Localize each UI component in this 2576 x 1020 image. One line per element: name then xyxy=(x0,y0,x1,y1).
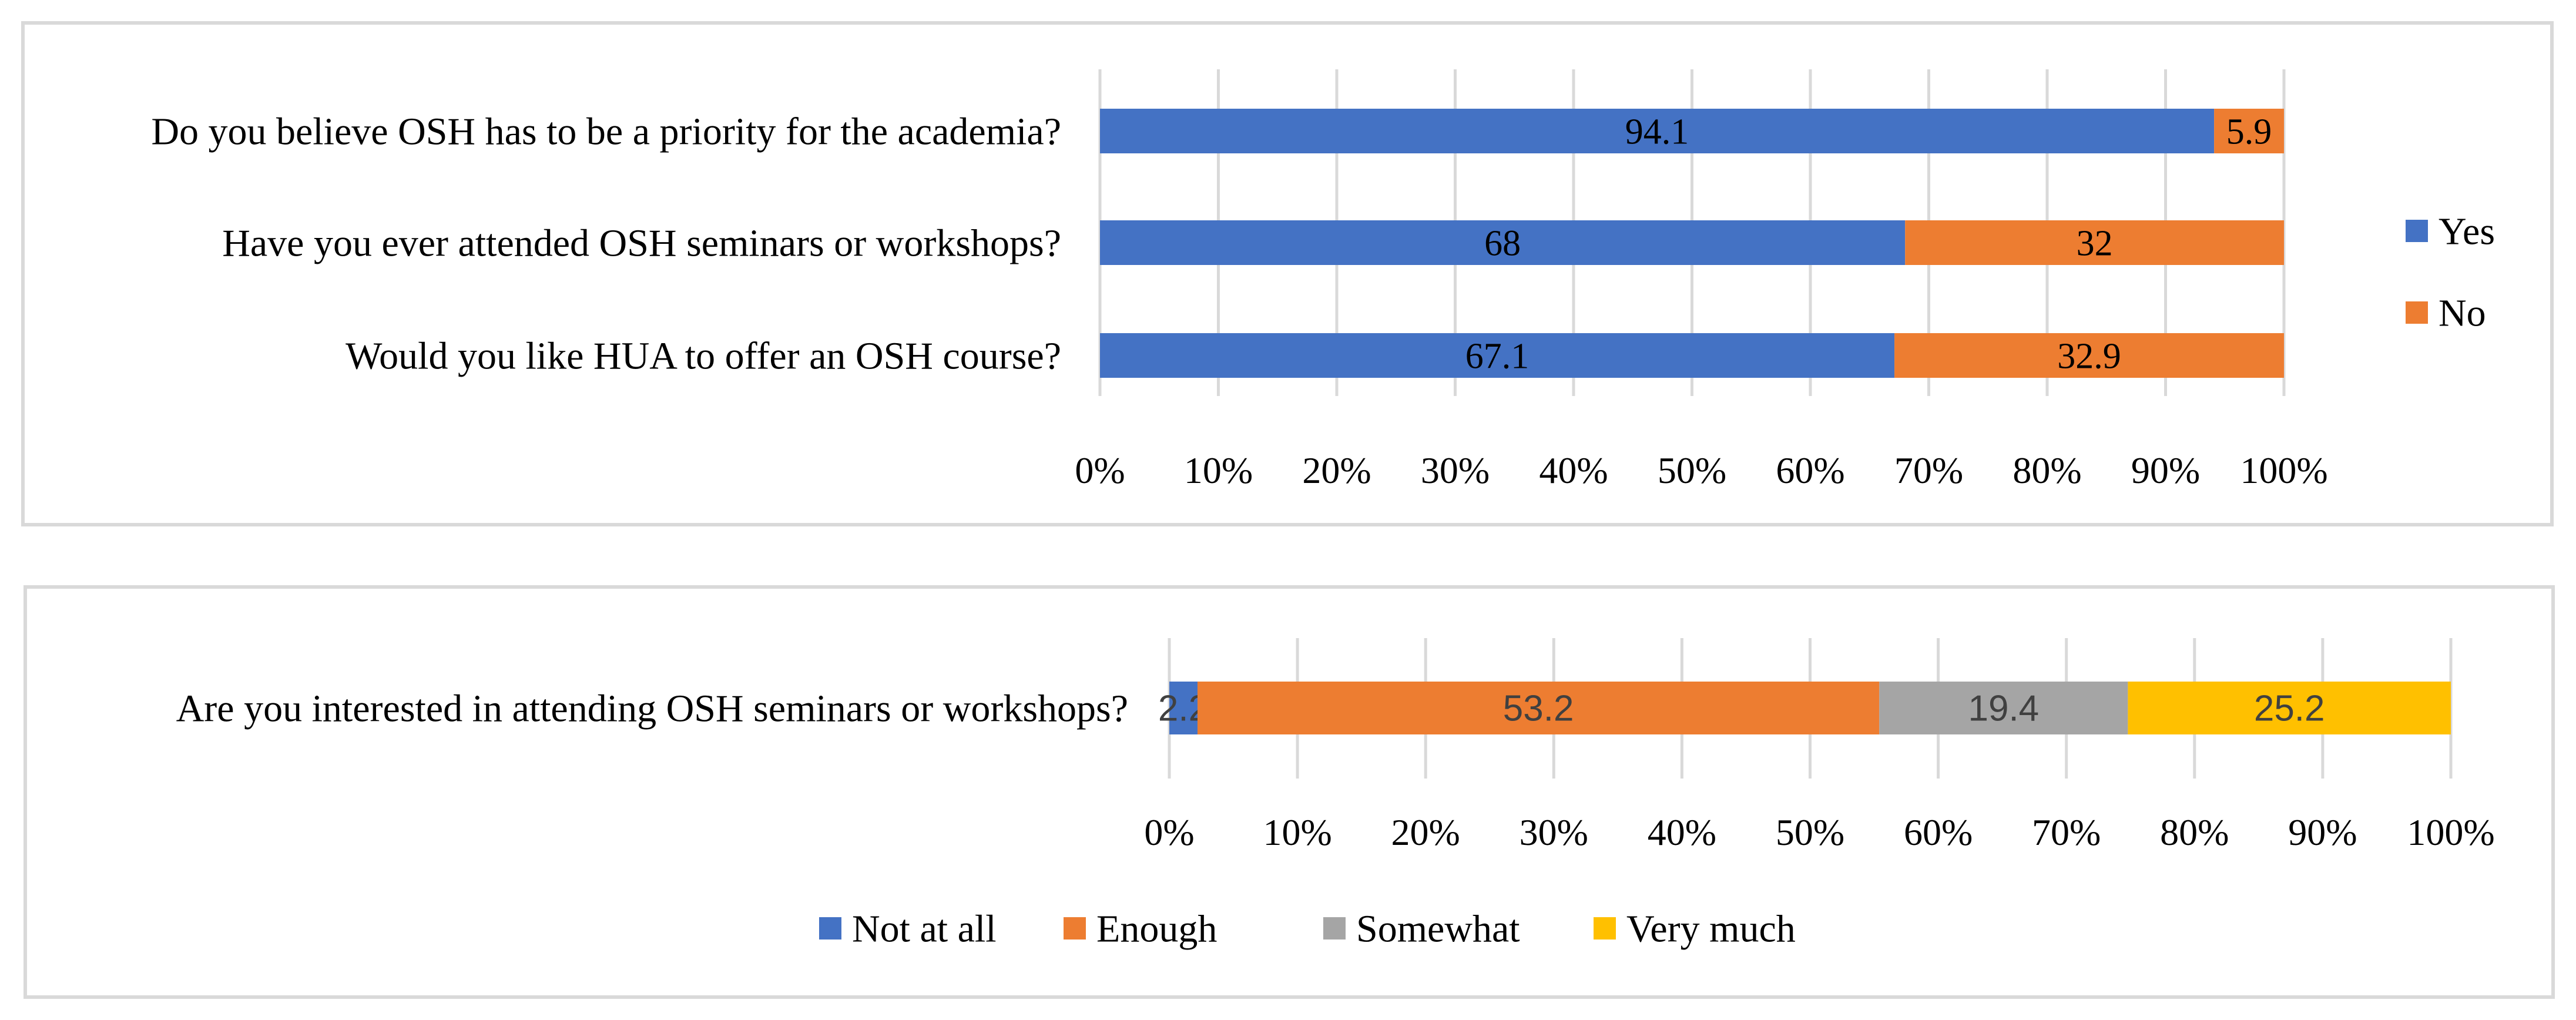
chart2-data-label: 53.2 xyxy=(1503,689,1574,729)
chart2-legend-label: Somewhat xyxy=(1356,907,1520,950)
chart1-data-label: 32.9 xyxy=(2057,337,2121,377)
chart1-x-tick-label: 90% xyxy=(2131,449,2200,491)
chart1-legend-label: Yes xyxy=(2439,210,2495,253)
chart1-x-tick-label: 30% xyxy=(1421,449,1490,491)
chart1-x-tick-label: 40% xyxy=(1539,449,1608,491)
chart1-data-label: 5.9 xyxy=(2226,112,2272,152)
chart2-x-tick-label: 10% xyxy=(1263,811,1331,853)
chart2-legend-swatch xyxy=(1323,917,1346,940)
chart2-x-tick-label: 80% xyxy=(2160,811,2229,853)
chart1-x-tick-label: 100% xyxy=(2240,449,2327,491)
chart1-category-label: Would you like HUA to offer an OSH cours… xyxy=(346,334,1061,377)
chart1-x-tick-label: 70% xyxy=(1894,449,1963,491)
chart2-x-tick-label: 40% xyxy=(1648,811,1716,853)
chart1-data-label: 67.1 xyxy=(1465,337,1530,377)
chart2-legend-swatch xyxy=(819,917,841,940)
chart1-legend-swatch xyxy=(2406,301,2428,324)
chart1-x-tick-label: 10% xyxy=(1184,449,1253,491)
chart2-x-tick-label: 100% xyxy=(2407,811,2494,853)
chart-canvas: 0% 10% 20% 30% 40% 50% 60% 70% 80% 90% 100% Do you … xyxy=(0,0,2576,1020)
chart2-x-tick-label: 70% xyxy=(2032,811,2101,853)
chart2-data-label: 25.2 xyxy=(2254,689,2325,729)
chart1-x-tick-label: 80% xyxy=(2012,449,2081,491)
chart2-category-label: Are you interested in attending OSH semi… xyxy=(176,687,1128,730)
chart1-x-tick-label: 20% xyxy=(1302,449,1371,491)
chart1-data-label: 94.1 xyxy=(1625,112,1689,152)
chart1-category-label: Do you believe OSH has to be a priority … xyxy=(151,110,1061,153)
chart2-legend-label: Not at all xyxy=(852,907,997,950)
chart1-data-label: 68 xyxy=(1484,224,1521,264)
chart2-x-tick-label: 20% xyxy=(1391,811,1460,853)
chart2-x-tick-label: 30% xyxy=(1520,811,1588,853)
chart1-legend-label: No xyxy=(2439,291,2486,334)
chart2-data-label: 19.4 xyxy=(1968,689,2039,729)
chart1-legend-swatch xyxy=(2406,220,2428,242)
chart1-x-tick-label: 60% xyxy=(1776,449,1844,491)
chart2-x-tick-label: 50% xyxy=(1776,811,1844,853)
chart2-x-tick-label: 0% xyxy=(1144,811,1194,853)
chart1-category-label: Have you ever attended OSH seminars or w… xyxy=(222,222,1061,264)
chart2-legend-label: Enough xyxy=(1096,907,1217,950)
chart2-x-tick-label: 60% xyxy=(1904,811,1973,853)
chart2-x-tick-label: 90% xyxy=(2288,811,2357,853)
chart2-legend-swatch xyxy=(1064,917,1086,940)
chart1-data-label: 32 xyxy=(2077,224,2113,264)
chart1-x-tick-label: 50% xyxy=(1658,449,1726,491)
chart2-legend-label: Very much xyxy=(1626,907,1796,950)
chart1-x-tick-label: 0% xyxy=(1075,449,1125,491)
chart2-legend-swatch xyxy=(1594,917,1616,940)
